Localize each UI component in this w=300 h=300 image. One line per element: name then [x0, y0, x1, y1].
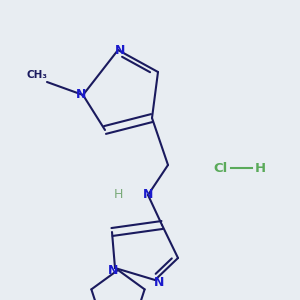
- Text: N: N: [115, 44, 125, 56]
- Text: N: N: [108, 263, 118, 277]
- Text: CH₃: CH₃: [26, 70, 47, 80]
- Text: N: N: [76, 88, 86, 101]
- Text: N: N: [154, 275, 164, 289]
- Text: H: H: [254, 161, 266, 175]
- Text: N: N: [143, 188, 153, 202]
- Text: Cl: Cl: [213, 161, 227, 175]
- Text: H: H: [113, 188, 123, 202]
